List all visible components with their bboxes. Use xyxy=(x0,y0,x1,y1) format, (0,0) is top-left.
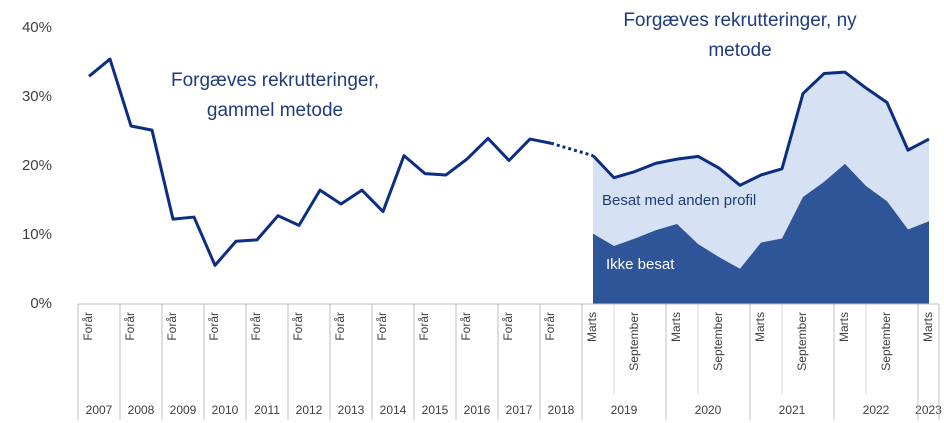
y-tick-label: 0% xyxy=(30,295,52,312)
series-annotation: Forgæves rekrutteringer, gammel metode xyxy=(170,70,380,121)
area-label: Ikke besat xyxy=(606,256,675,273)
x-tick-label: Forår xyxy=(249,312,263,341)
year-label: 2011 xyxy=(254,403,280,417)
year-label: 2021 xyxy=(779,403,806,417)
year-label: 2018 xyxy=(548,403,575,417)
x-tick-label: Forår xyxy=(501,312,515,341)
x-tick-label: Marts xyxy=(837,312,851,342)
x-tick-label: September xyxy=(627,312,641,371)
x-tick-label: Forår xyxy=(81,312,95,341)
x-tick-label: Forår xyxy=(207,312,221,341)
x-tick-label: Forår xyxy=(375,312,389,341)
y-tick-label: 40% xyxy=(22,19,52,36)
x-tick-label: September xyxy=(711,312,725,371)
line-series xyxy=(88,57,552,267)
year-label: 2023 xyxy=(915,403,942,417)
x-tick-label: Forår xyxy=(165,312,179,341)
x-tick-label: September xyxy=(879,312,893,371)
year-label: 2008 xyxy=(128,403,155,417)
year-label: 2014 xyxy=(380,403,407,417)
year-label: 2009 xyxy=(170,403,197,417)
year-label: 2016 xyxy=(464,403,491,417)
year-label: 2013 xyxy=(338,403,365,417)
y-tick-label: 20% xyxy=(22,157,52,174)
year-label: 2007 xyxy=(86,403,113,417)
area-ikke-besat xyxy=(593,163,929,304)
y-tick-label: 30% xyxy=(22,88,52,105)
year-label: 2015 xyxy=(422,403,449,417)
x-tick-label: Forår xyxy=(333,312,347,341)
year-label: 2012 xyxy=(296,403,323,417)
year-label: 2020 xyxy=(695,403,722,417)
x-tick-label: Forår xyxy=(417,312,431,341)
method-connector xyxy=(550,141,594,158)
x-tick-label: Forår xyxy=(543,312,557,341)
x-tick-label: September xyxy=(795,312,809,371)
x-tick-label: Marts xyxy=(753,312,767,342)
x-tick-label: Forår xyxy=(291,312,305,341)
x-tick-label: Marts xyxy=(669,312,683,342)
x-tick-label: Forår xyxy=(459,312,473,341)
year-label: 2010 xyxy=(212,403,239,417)
year-label: 2022 xyxy=(863,403,890,417)
area-label: Besat med anden profil xyxy=(602,192,757,209)
x-tick-label: Marts xyxy=(921,312,935,342)
x-tick-label: Marts xyxy=(585,312,599,342)
x-tick-label: Forår xyxy=(123,312,137,341)
line-series xyxy=(591,70,930,187)
year-label: 2017 xyxy=(506,403,533,417)
y-tick-label: 10% xyxy=(22,226,52,243)
series-annotation: Forgæves rekrutteringer, ny metode xyxy=(623,10,857,61)
year-label: 2019 xyxy=(611,403,638,417)
